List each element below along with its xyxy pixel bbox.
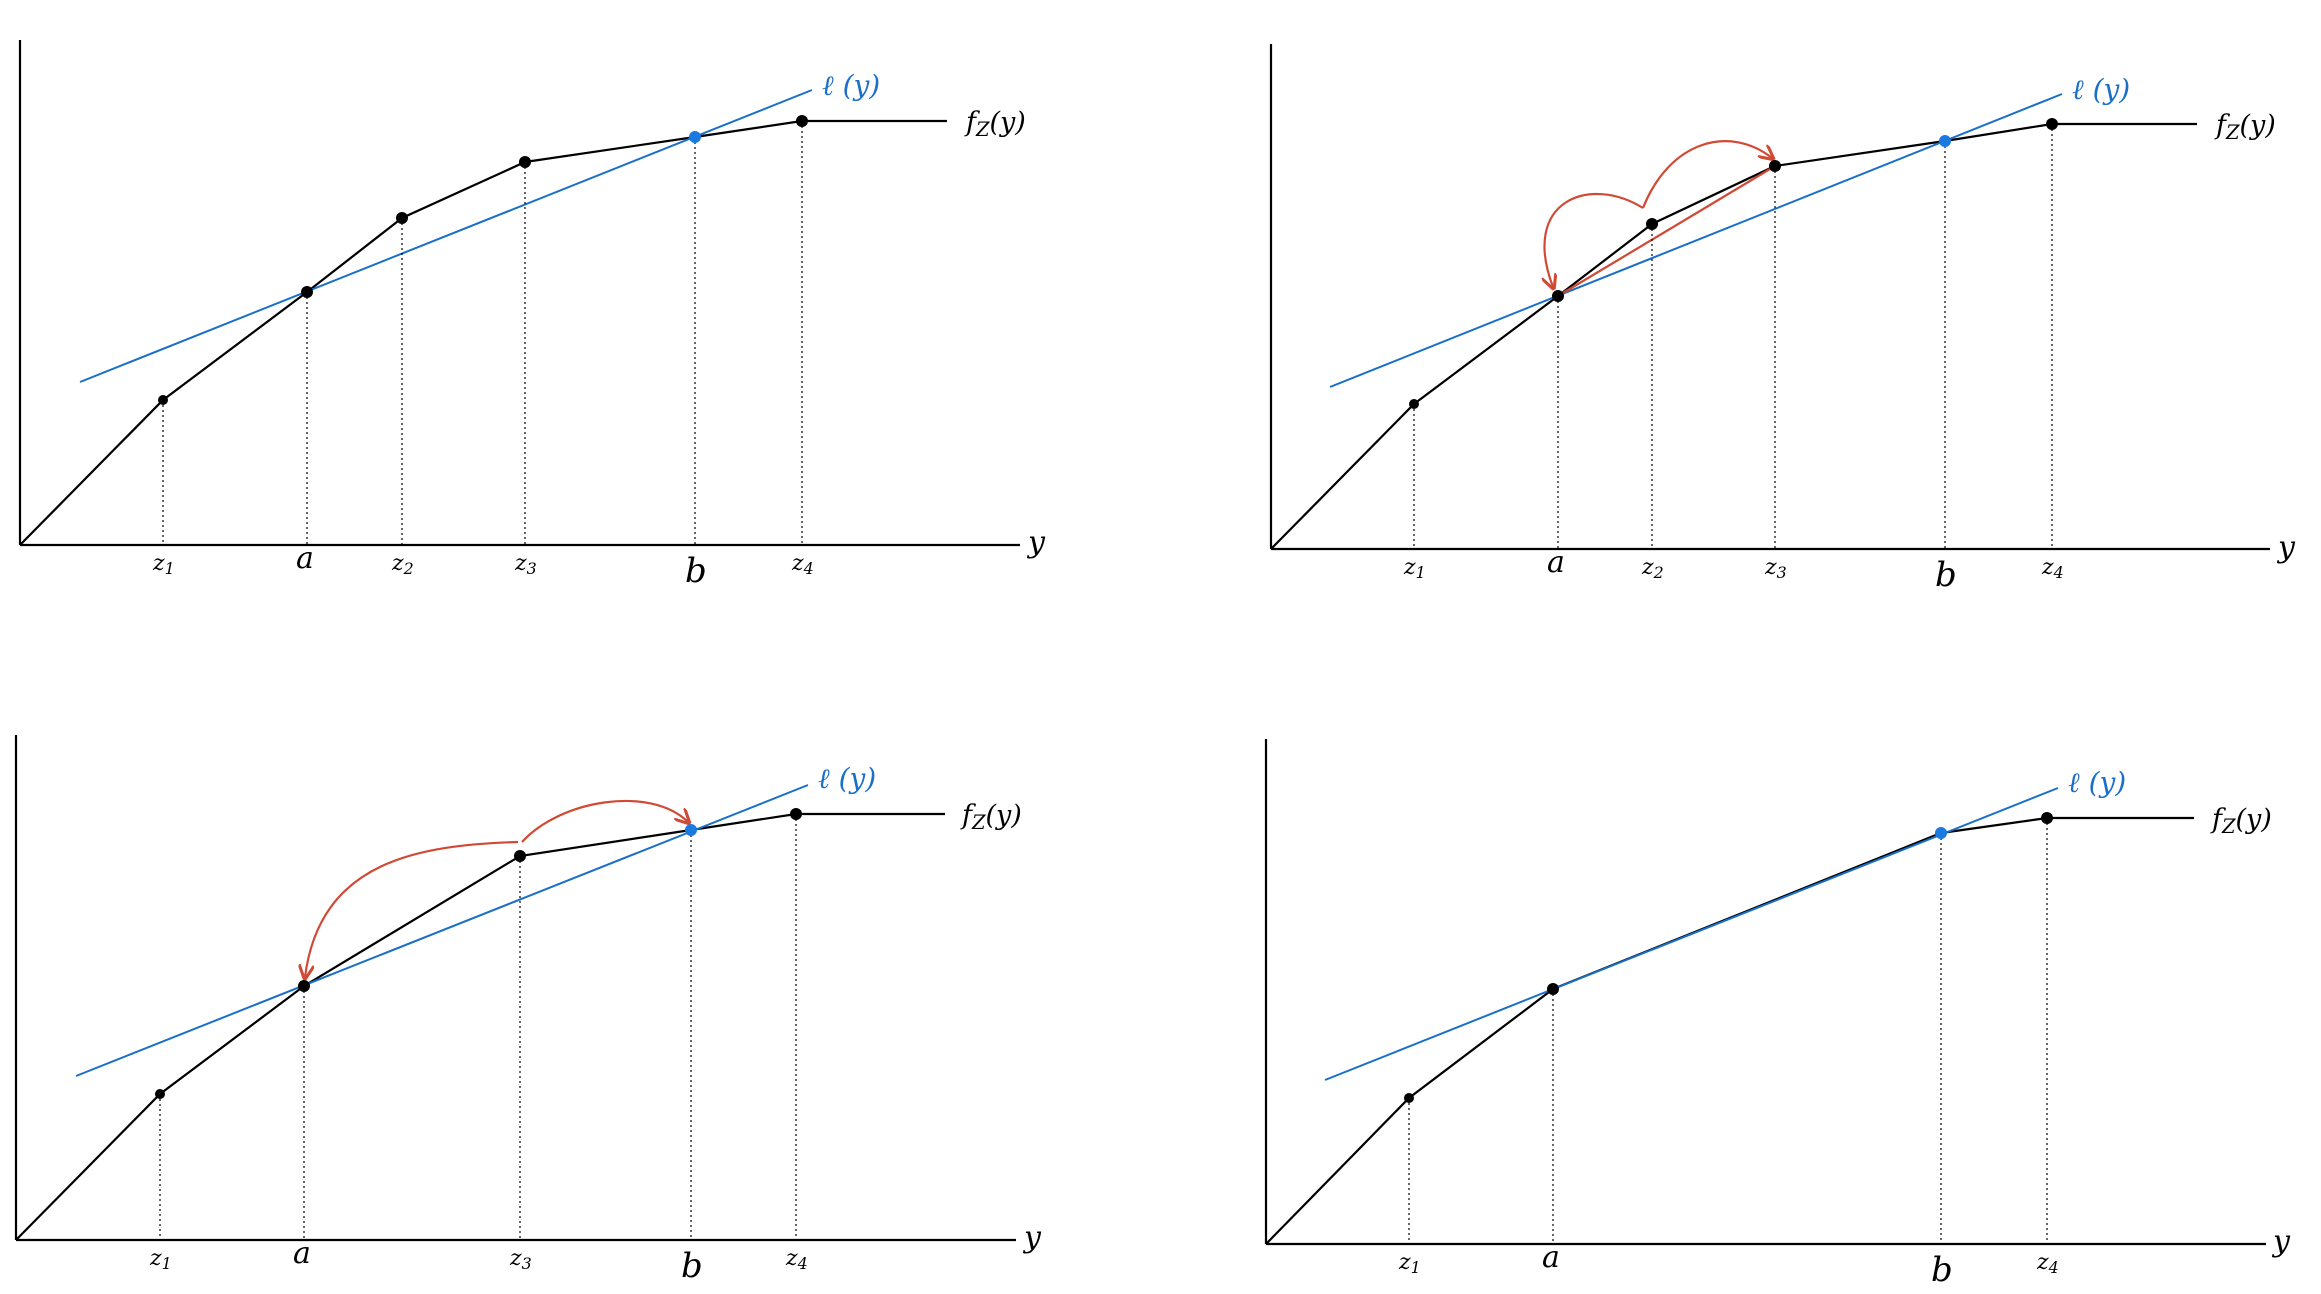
knot-z4 (2046, 118, 2058, 130)
knot-a (301, 286, 313, 298)
arrow-to-a (305, 840, 519, 977)
tangent-line (75, 784, 809, 1077)
tick-label-a: a (1547, 545, 1565, 580)
x-axis-label: y (2276, 530, 2296, 565)
tick-label-z1: z1 (152, 551, 175, 578)
knot-z3 (1769, 160, 1781, 172)
tick-label-z1: z1 (149, 1246, 172, 1273)
knot-z4 (796, 115, 808, 127)
tick-label-z1: z1 (1398, 1250, 1421, 1277)
arrow-to-a (1544, 193, 1644, 287)
panel-top-left: y ℓ (y) fZ(y) z1 a z2 z3 b z4 (18, 40, 1046, 591)
tick-label-z3: z3 (1764, 555, 1787, 582)
x-axis-label: y (1026, 525, 1046, 560)
tick-label-a: a (296, 541, 314, 576)
curve-label: fZ(y) (2214, 110, 2276, 144)
tangent-point-b (685, 824, 697, 836)
tick-label-z3: z3 (514, 551, 537, 578)
knot-a (298, 980, 310, 992)
f-z-curve (1270, 122, 2197, 550)
knot-z1 (1409, 399, 1419, 409)
tangent-point-b (689, 131, 701, 143)
tangent-line (1329, 93, 2063, 388)
tick-label-a: a (293, 1236, 311, 1271)
knot-z2 (396, 212, 408, 224)
curve-label: fZ(y) (2210, 804, 2272, 838)
tick-label-a: a (1542, 1240, 1560, 1275)
knot-a (1547, 983, 1559, 995)
knot-a (1552, 290, 1564, 302)
arrow-to-z3 (1641, 140, 1772, 209)
knot-z1 (155, 1089, 165, 1099)
tangent-label: ℓ (y) (822, 69, 880, 102)
panel-top-right: y ℓ (y) fZ(y) z1 a z2 z3 b z4 (1269, 44, 2296, 595)
tangent-label: ℓ (y) (2072, 73, 2130, 106)
tick-label-z4: z4 (785, 1246, 808, 1273)
tangent-point-b (1939, 135, 1951, 147)
f-z-curve (1265, 816, 2194, 1245)
tangent-line (79, 89, 813, 383)
tick-label-z2: z2 (1641, 555, 1664, 582)
tick-label-b: b (1931, 1250, 1953, 1290)
knot-z3 (514, 850, 526, 862)
f-z-curve (15, 812, 945, 1241)
tick-label-b: b (685, 551, 707, 591)
tangent-label: ℓ (y) (2068, 766, 2126, 799)
tick-label-z4: z4 (2036, 1250, 2059, 1277)
knot-z3 (519, 156, 531, 168)
x-axis-label: y (2271, 1224, 2291, 1259)
curve-label: fZ(y) (964, 107, 1026, 141)
panel-bottom-left: y ℓ (y) fZ(y) z1 a z3 b z4 (14, 735, 1042, 1286)
tick-label-z1: z1 (1403, 555, 1426, 582)
tick-label-z4: z4 (2041, 555, 2064, 582)
secant-a-z3 (1557, 165, 1776, 297)
x-axis-label: y (1022, 1220, 1042, 1255)
knot-z2 (1646, 218, 1658, 230)
tick-label-b: b (1935, 555, 1957, 595)
knot-z4 (2041, 812, 2053, 824)
tick-label-z2: z2 (391, 551, 414, 578)
tick-label-b: b (681, 1246, 703, 1286)
panel-bottom-right: y ℓ (y) fZ(y) z1 a b z4 (1264, 739, 2291, 1290)
f-z-curve (19, 119, 947, 546)
tick-label-z3: z3 (509, 1246, 532, 1273)
curve-label: fZ(y) (960, 800, 1022, 834)
tangent-label: ℓ (y) (818, 762, 876, 795)
tangent-line (1324, 787, 2059, 1081)
tick-label-z4: z4 (791, 551, 814, 578)
tangent-point-b (1935, 827, 1947, 839)
arrow-to-b (521, 799, 688, 843)
knot-z4 (790, 808, 802, 820)
knot-z1 (158, 395, 168, 405)
knot-z1 (1404, 1093, 1414, 1103)
